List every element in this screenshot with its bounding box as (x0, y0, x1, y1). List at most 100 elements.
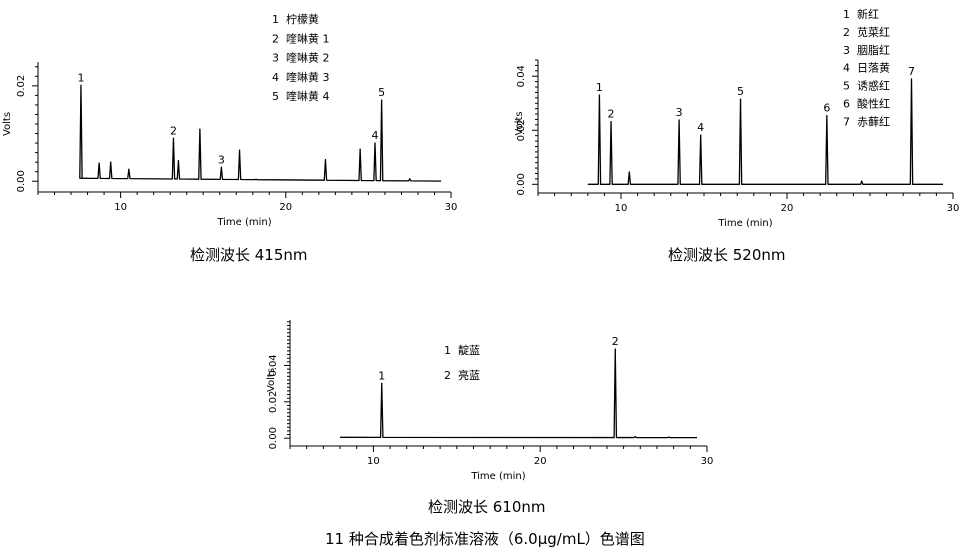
y-tick-label: 0.02 (16, 75, 27, 97)
chromatogram-trace (587, 78, 944, 185)
peak-point (381, 382, 383, 385)
x-tick-label: 30 (947, 203, 960, 214)
peak-label: 4 (697, 121, 704, 134)
legend-entry: 新红 (857, 7, 879, 21)
peak-point (238, 149, 241, 151)
legend-number: 1 (843, 8, 850, 21)
legend-number: 2 (272, 32, 279, 45)
peak-point (359, 148, 361, 150)
x-tick-label: 20 (534, 456, 547, 467)
peak-point (861, 180, 863, 182)
y-tick-label: 0.02 (516, 119, 527, 141)
chart-title-415nm: 检测波长 415nm (190, 246, 308, 264)
peak-point (610, 121, 612, 123)
x-tick-label: 20 (279, 202, 292, 213)
peak-point (668, 436, 670, 438)
legend-entry: 喹啉黄 2 (286, 51, 330, 65)
peak-point (598, 94, 601, 96)
legend-entry: 喹啉黄 4 (286, 89, 330, 103)
y-tick-label: 0.02 (268, 391, 279, 413)
peak-point (381, 99, 383, 101)
peak-point (172, 137, 175, 139)
peak-point (324, 159, 327, 161)
peak-label: 5 (378, 86, 385, 99)
legend-number: 1 (272, 13, 279, 26)
peak-point (739, 98, 742, 100)
legend-entry: 亮蓝 (458, 368, 480, 382)
legend-entry: 喹啉黄 1 (286, 31, 330, 45)
peak-point (374, 142, 376, 144)
peak-label: 5 (737, 85, 744, 98)
x-tick-label: 10 (114, 202, 127, 213)
legend-entry: 喹啉黄 3 (286, 70, 330, 84)
peak-point (98, 162, 100, 164)
peak-point (634, 435, 636, 438)
y-tick-label: 0.00 (516, 173, 527, 195)
peak-label: 6 (823, 102, 830, 115)
legend-number: 2 (444, 369, 451, 382)
peak-label: 4 (372, 129, 379, 142)
y-tick-label: 0.04 (516, 65, 527, 87)
peak-label: 3 (218, 153, 225, 166)
x-tick-label: 10 (367, 456, 380, 467)
legend-number: 5 (843, 80, 850, 93)
y-tick-label: 0.00 (16, 170, 27, 192)
peak-point (826, 115, 828, 117)
y-tick-label: 0.00 (268, 427, 279, 449)
legend-entry: 苋菜红 (857, 26, 890, 39)
legend-entry: 胭脂红 (857, 43, 890, 57)
peak-label: 2 (608, 108, 615, 121)
y-axis-title: Volts (266, 368, 277, 392)
x-axis-title: Time (min) (470, 471, 525, 482)
peak-label: 1 (596, 81, 603, 94)
legend-entry: 靛蓝 (458, 343, 480, 357)
y-axis-title: Volts (2, 112, 13, 136)
peak-label: 1 (77, 71, 84, 84)
legend-number: 4 (843, 62, 850, 75)
peak-point (409, 178, 411, 180)
x-tick-label: 10 (615, 203, 628, 214)
legend-number: 7 (843, 115, 850, 128)
peak-point (177, 160, 180, 162)
y-tick-label: 0.04 (268, 354, 279, 376)
legend-number: 3 (272, 52, 279, 65)
x-tick-label: 30 (701, 456, 714, 467)
chart-title-520nm: 检测波长 520nm (668, 246, 786, 264)
legend-entry: 日落黄 (857, 61, 890, 75)
peak-point (255, 178, 257, 180)
x-axis-title: Time (min) (717, 218, 772, 229)
chromatogram-trace (79, 84, 442, 182)
legend-entry: 柠檬黄 (286, 12, 319, 26)
x-axis-title: Time (min) (216, 217, 271, 228)
peak-point (614, 348, 616, 350)
legend-number: 4 (272, 71, 279, 84)
legend-number: 1 (444, 344, 451, 357)
legend-entry: 赤藓红 (857, 115, 890, 128)
peak-point (110, 161, 112, 163)
peak-label: 2 (612, 335, 619, 348)
legend-entry: 诱惑红 (857, 79, 890, 93)
chart-title-610nm: 检测波长 610nm (428, 498, 546, 516)
peak-point (628, 171, 630, 173)
peak-point (80, 84, 82, 86)
chromatogram-trace (340, 348, 697, 439)
peak-label: 7 (908, 65, 915, 78)
peak-point (910, 78, 913, 80)
legend-number: 2 (843, 26, 850, 39)
figure-caption: 11 种合成着色剂标准溶液（6.0μg/mL）色谱图 (325, 530, 645, 548)
legend-number: 6 (843, 98, 850, 111)
legend-number: 5 (272, 90, 279, 103)
legend-number: 3 (843, 44, 850, 57)
peak-point (220, 166, 222, 168)
peak-label: 2 (170, 124, 177, 137)
x-tick-label: 20 (781, 203, 794, 214)
y-axis-title: Volts (514, 111, 525, 135)
x-tick-label: 30 (445, 202, 458, 213)
peak-point (678, 119, 680, 121)
legend-entry: 酸性红 (857, 97, 890, 111)
peak-point (700, 134, 702, 136)
peak-point (128, 168, 130, 170)
